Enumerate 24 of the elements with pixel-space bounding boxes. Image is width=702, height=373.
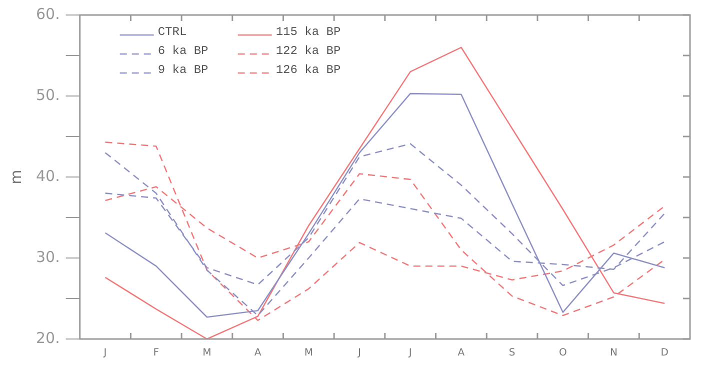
x-tick-label: N: [610, 348, 618, 359]
x-tick-label: A: [254, 348, 262, 359]
legend-label: 6 ka BP: [158, 44, 208, 58]
x-tick-label: S: [508, 348, 516, 359]
x-tick-label: F: [153, 348, 160, 359]
y-axis-title: m: [6, 170, 25, 184]
x-tick-label: J: [102, 348, 107, 359]
x-tick-label: A: [458, 348, 465, 359]
legend-label: 126 ka BP: [276, 63, 341, 78]
y-tick-label: 40.: [36, 166, 60, 185]
x-tick-label: M: [304, 348, 313, 359]
x-tick-label: M: [202, 348, 212, 359]
x-tick-label: J: [357, 348, 361, 359]
x-tick-label: O: [558, 348, 567, 359]
legend-label: 122 ka BP: [276, 44, 341, 58]
legend-label: CTRL: [158, 25, 187, 40]
y-tick-label: 60.: [36, 4, 60, 23]
x-tick-label: J: [408, 348, 412, 359]
y-tick-label: 30.: [36, 248, 60, 266]
legend-label: 115 ka BP: [276, 25, 341, 40]
x-tick-label: D: [660, 348, 669, 359]
y-tick-label: 20.: [36, 328, 60, 347]
legend-label: 9 ka BP: [158, 63, 208, 78]
y-tick-label: 50.: [36, 86, 60, 104]
